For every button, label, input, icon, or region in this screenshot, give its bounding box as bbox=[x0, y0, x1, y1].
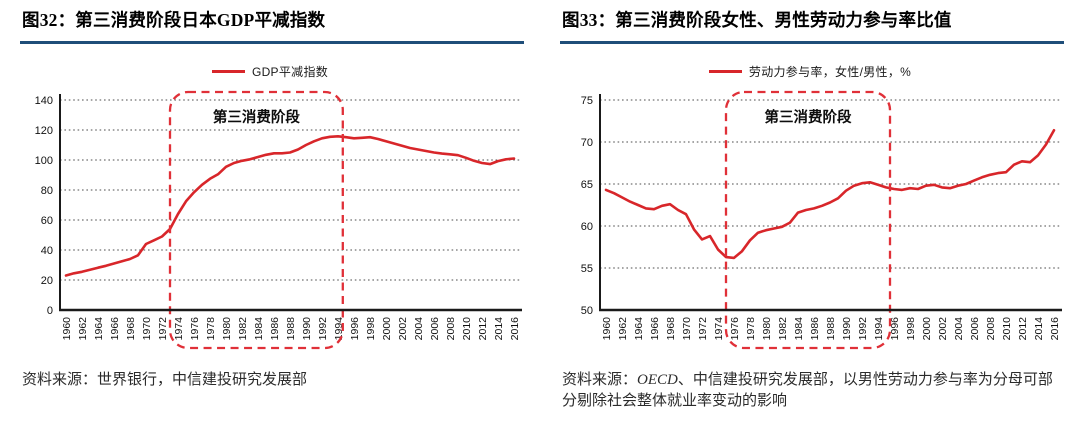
legend-line-icon bbox=[708, 69, 742, 73]
x-tick-label: 1998 bbox=[365, 317, 377, 341]
x-tick-label: 1988 bbox=[285, 317, 297, 341]
x-tick-label: 1994 bbox=[333, 317, 345, 341]
legend-line-icon bbox=[211, 69, 245, 73]
x-tick-label: 1984 bbox=[793, 317, 805, 341]
x-tick-label: 2008 bbox=[445, 317, 457, 341]
stage-annotation-box bbox=[168, 90, 344, 350]
y-tick-label: 40 bbox=[41, 245, 53, 257]
x-tick-label: 2006 bbox=[429, 317, 441, 341]
y-tick-label: 120 bbox=[35, 125, 53, 137]
figure-33-source: 资料来源：OECD、中信建投研究发展部，以男性劳动力参与率为分母可部分剔除社会整… bbox=[562, 370, 1064, 412]
x-tick-label: 1988 bbox=[825, 317, 837, 341]
x-tick-label: 1982 bbox=[237, 317, 249, 341]
x-tick-label: 1970 bbox=[141, 317, 153, 341]
x-tick-label: 1980 bbox=[761, 317, 773, 341]
x-tick-label: 1972 bbox=[697, 317, 709, 341]
x-tick-label: 2004 bbox=[413, 317, 425, 341]
x-tick-label: 1982 bbox=[777, 317, 789, 341]
x-tick-label: 2014 bbox=[1033, 317, 1045, 341]
x-tick-label: 2006 bbox=[969, 317, 981, 341]
figure-32-title: 图32：第三消费阶段日本GDP平减指数 bbox=[22, 10, 326, 30]
y-tick-label: 0 bbox=[47, 305, 53, 317]
stage-annotation-label: 第三消费阶段 bbox=[213, 108, 300, 126]
figure-33-panel: 图33：第三消费阶段女性、男性劳动力参与率比值 劳动力参与率，女性/男性，% 5… bbox=[540, 0, 1080, 436]
x-tick-label: 2000 bbox=[381, 317, 393, 341]
y-tick-label: 75 bbox=[581, 95, 593, 107]
data-series-line bbox=[64, 134, 516, 277]
x-tick-label: 2004 bbox=[953, 317, 965, 341]
x-tick-label: 1978 bbox=[745, 317, 757, 341]
x-tick-label: 1976 bbox=[729, 317, 741, 341]
source-body: 、中信建投研究发展部，以男性劳动力参与率为分母可部分剔除社会整体就业率变动的影响 bbox=[562, 372, 1053, 409]
x-tick-label: 1980 bbox=[221, 317, 233, 341]
figure-33-title: 图33：第三消费阶段女性、男性劳动力参与率比值 bbox=[562, 10, 952, 30]
x-tick-label: 1992 bbox=[857, 317, 869, 341]
source-body: 世界银行，中信建投研究发展部 bbox=[97, 372, 308, 388]
x-tick-label: 1978 bbox=[205, 317, 217, 341]
x-tick-label: 1960 bbox=[601, 317, 613, 341]
x-tick-label: 2010 bbox=[461, 317, 473, 341]
y-tick-label: 70 bbox=[581, 137, 593, 149]
y-tick-label: 55 bbox=[581, 263, 593, 275]
x-tick-label: 1996 bbox=[349, 317, 361, 341]
x-tick-label: 2012 bbox=[1017, 317, 1029, 341]
x-tick-label: 1986 bbox=[269, 317, 281, 341]
x-tick-label: 1964 bbox=[633, 317, 645, 341]
x-tick-label: 1966 bbox=[109, 317, 121, 341]
figure-32-title-rule bbox=[20, 41, 524, 44]
x-tick-label: 1974 bbox=[713, 317, 725, 341]
y-tick-label: 50 bbox=[581, 305, 593, 317]
stage-annotation-label: 第三消费阶段 bbox=[765, 108, 852, 126]
x-tick-label: 1970 bbox=[681, 317, 693, 341]
x-tick-label: 2000 bbox=[921, 317, 933, 341]
x-tick-label: 1964 bbox=[93, 317, 105, 341]
x-tick-label: 1984 bbox=[253, 317, 265, 341]
y-tick-label: 140 bbox=[35, 95, 53, 107]
y-tick-label: 60 bbox=[41, 215, 53, 227]
x-tick-label: 1992 bbox=[317, 317, 329, 341]
labor-participation-ratio-chart: 50 55 60 65 70 75 1960 1962 1964 1966 1968 1970 1972… bbox=[581, 90, 1062, 350]
x-tick-label: 2016 bbox=[1049, 317, 1061, 341]
x-tick-label: 1990 bbox=[301, 317, 313, 341]
figure-32-panel: 图32：第三消费阶段日本GDP平减指数 GDP平减指数 0 20 40 60 80 100… bbox=[0, 10, 540, 391]
x-tick-label: 1994 bbox=[873, 317, 885, 341]
x-tick-label: 1986 bbox=[809, 317, 821, 341]
data-series-line bbox=[604, 128, 1056, 260]
source-prefix: 资料来源： bbox=[562, 372, 638, 388]
x-tick-label: 1974 bbox=[173, 317, 185, 341]
x-tick-label: 1962 bbox=[77, 317, 89, 341]
x-tick-label: 1968 bbox=[665, 317, 677, 341]
x-tick-label: 1966 bbox=[649, 317, 661, 341]
y-tick-label: 20 bbox=[41, 275, 53, 287]
x-tick-label: 1990 bbox=[841, 317, 853, 341]
y-tick-label: 65 bbox=[581, 179, 593, 191]
figure-33-legend: 劳动力参与率，女性/男性，% bbox=[540, 63, 1080, 79]
x-tick-label: 1996 bbox=[889, 317, 901, 341]
x-tick-label: 2014 bbox=[493, 317, 505, 341]
x-tick-label: 2002 bbox=[937, 317, 949, 341]
source-prefix: 资料来源： bbox=[22, 372, 98, 388]
x-tick-label: 2002 bbox=[397, 317, 409, 341]
figure-33-legend-label: 劳动力参与率，女性/男性，% bbox=[748, 64, 912, 79]
figure-32-source: 资料来源：世界银行，中信建投研究发展部 bbox=[22, 370, 524, 391]
gdp-deflator-chart: 0 20 40 60 80 100 120 140 1960 1962 1964 1966 1968 19… bbox=[35, 90, 522, 350]
x-tick-label: 2008 bbox=[985, 317, 997, 341]
x-tick-label: 1962 bbox=[617, 317, 629, 341]
y-tick-label: 60 bbox=[581, 221, 593, 233]
x-tick-label: 2010 bbox=[1001, 317, 1013, 341]
x-tick-label: 1972 bbox=[157, 317, 169, 341]
x-tick-label: 1968 bbox=[125, 317, 137, 341]
y-tick-label: 80 bbox=[41, 185, 53, 197]
figure-32-legend-label: GDP平减指数 bbox=[251, 64, 329, 79]
source-org-italic: OECD bbox=[637, 372, 678, 388]
x-tick-label: 1976 bbox=[189, 317, 201, 341]
figure-33-title-rule bbox=[560, 41, 1064, 44]
x-tick-label: 1998 bbox=[905, 317, 917, 341]
x-tick-label: 2016 bbox=[509, 317, 521, 341]
y-tick-label: 100 bbox=[35, 155, 53, 167]
figure-32-legend: GDP平减指数 bbox=[0, 63, 540, 79]
x-tick-label: 1960 bbox=[61, 317, 73, 341]
x-tick-label: 2012 bbox=[477, 317, 489, 341]
